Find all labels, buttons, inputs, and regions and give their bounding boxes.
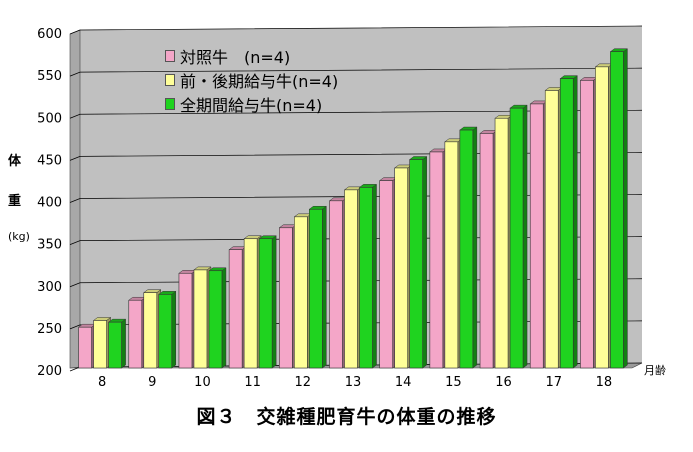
bar — [544, 90, 559, 369]
y-tick-label: 400 — [37, 196, 62, 211]
bar — [580, 80, 594, 369]
legend-label-control: 対照牛 (n=4) — [180, 48, 291, 67]
x-axis-unit-label: 月齢 — [644, 363, 666, 377]
bar — [208, 270, 223, 369]
bar — [559, 78, 574, 369]
x-tick-label: 14 — [395, 375, 412, 390]
y-tick-label: 300 — [37, 280, 62, 295]
bar — [309, 208, 323, 369]
y-tick-label: 550 — [37, 69, 62, 84]
bar — [479, 133, 494, 369]
bar — [108, 321, 122, 369]
bar — [258, 238, 273, 369]
y-tick-label: 600 — [37, 27, 62, 42]
bar-side — [572, 75, 578, 369]
bar-side — [221, 267, 227, 369]
y-tick-label: 500 — [37, 111, 62, 126]
gridline — [69, 109, 643, 119]
legend-swatch-early-late — [165, 74, 175, 86]
legend-label-full-period: 全期間給与牛(n=4) — [180, 96, 323, 115]
bar-side — [472, 126, 478, 369]
bar-side — [121, 318, 126, 369]
legend-item-control: 対照牛 (n=4) — [165, 44, 375, 68]
x-tick-label: 12 — [295, 375, 312, 390]
legend: 対照牛 (n=4) 前・後期給与牛(n=4) 全期間給与牛(n=4) — [165, 44, 375, 116]
bar — [178, 272, 193, 369]
bar — [610, 51, 624, 369]
x-tick-label: 16 — [495, 375, 512, 390]
x-tick-label: 9 — [148, 375, 156, 390]
bar — [459, 129, 474, 369]
bar — [228, 249, 243, 369]
bar — [359, 187, 373, 369]
bar — [329, 200, 343, 369]
y-tick-label: 200 — [37, 364, 62, 379]
x-tick-label: 11 — [244, 375, 261, 390]
bar — [93, 320, 107, 369]
x-tick-label: 8 — [98, 375, 106, 390]
x-tick-label: 13 — [345, 375, 362, 390]
bar-side — [372, 183, 377, 369]
bar-side — [522, 104, 528, 369]
x-tick-label: 18 — [596, 375, 613, 390]
bar — [529, 103, 544, 369]
bar-side — [422, 156, 427, 369]
y-axis-label-2: 重 — [8, 194, 22, 209]
figure-caption: 図３ 交雑種肥育牛の体重の推移 — [196, 406, 497, 428]
bar-side — [322, 205, 327, 369]
bar-side — [271, 235, 277, 369]
bar — [294, 216, 308, 369]
bar — [409, 159, 423, 369]
bar — [143, 292, 158, 369]
x-tick-label: 17 — [545, 375, 562, 390]
bar — [193, 269, 208, 369]
y-axis-label-unit: (kg) — [8, 230, 30, 243]
y-tick-label: 350 — [37, 238, 62, 253]
y-axis-label-1: 体 — [8, 154, 22, 169]
bar — [128, 299, 143, 369]
y-tick-label: 450 — [37, 153, 62, 168]
bar — [595, 66, 609, 369]
legend-item-full-period: 全期間給与牛(n=4) — [165, 92, 375, 116]
y-tick-label: 250 — [37, 322, 62, 337]
bar — [379, 180, 393, 369]
bar — [243, 238, 258, 369]
bar — [158, 294, 173, 369]
bar-side — [623, 48, 628, 369]
legend-swatch-full-period — [165, 98, 175, 110]
bar — [444, 141, 459, 369]
legend-item-early-late: 前・後期給与牛(n=4) — [165, 68, 375, 92]
bar — [494, 117, 509, 369]
bar — [509, 107, 524, 369]
x-tick-label: 10 — [194, 375, 211, 390]
bar — [344, 189, 358, 369]
legend-swatch-control — [165, 50, 175, 62]
legend-label-early-late: 前・後期給与牛(n=4) — [180, 72, 339, 91]
bar — [394, 167, 408, 369]
bar — [78, 326, 92, 369]
bar-side — [171, 290, 177, 369]
x-tick-label: 15 — [445, 375, 462, 390]
gridline — [69, 67, 643, 77]
bar — [429, 151, 444, 369]
gridline — [69, 25, 643, 35]
bar — [279, 227, 293, 369]
